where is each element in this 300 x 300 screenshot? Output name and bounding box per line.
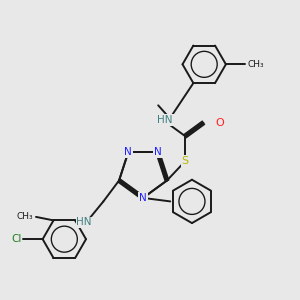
Text: HN: HN xyxy=(158,115,173,125)
Text: CH₃: CH₃ xyxy=(16,212,33,221)
Text: N: N xyxy=(154,147,162,158)
Text: S: S xyxy=(182,156,189,166)
Text: N: N xyxy=(124,147,132,158)
Text: HN: HN xyxy=(76,218,92,227)
Text: Cl: Cl xyxy=(11,234,22,244)
Text: N: N xyxy=(139,193,147,203)
Text: CH₃: CH₃ xyxy=(247,60,264,69)
Text: O: O xyxy=(216,118,224,128)
